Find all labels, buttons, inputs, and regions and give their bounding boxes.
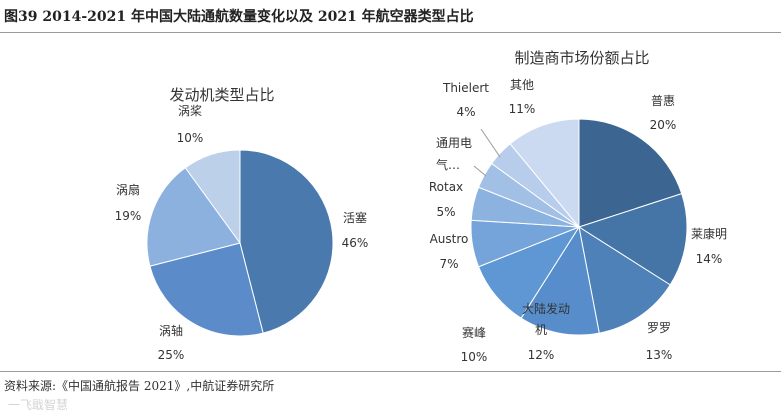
top-divider bbox=[0, 32, 781, 33]
engine-slice-slice-0 bbox=[239, 149, 334, 334]
value-piston: 46% bbox=[342, 236, 369, 250]
leader-line-0 bbox=[480, 128, 501, 158]
label-pw: 普惠 bbox=[651, 94, 675, 108]
label-rr: 罗罗 bbox=[647, 321, 671, 335]
engine-pie bbox=[146, 149, 334, 337]
maker-slice-slice-2 bbox=[578, 225, 671, 334]
engine-slice-slice-1 bbox=[149, 242, 264, 337]
figure-title: 图39 2014-2021 年中国大陆通航数量变化以及 2021 年航空器类型占… bbox=[4, 9, 474, 25]
value-lycoming: 14% bbox=[696, 252, 723, 266]
label-safran: 赛峰 bbox=[462, 325, 486, 340]
label-ge-line2: 气… bbox=[436, 157, 460, 172]
watermark: 一飞戢智慧 bbox=[8, 398, 69, 412]
value-other: 11% bbox=[509, 102, 536, 116]
bottom-divider bbox=[0, 371, 781, 372]
value-safran: 10% bbox=[461, 350, 488, 364]
label-thielert: Thielert bbox=[442, 81, 489, 95]
engine-slice-slice-3 bbox=[184, 149, 241, 245]
label-lycoming: 莱康明 bbox=[691, 226, 727, 241]
label-continental-line2: 机 bbox=[535, 323, 547, 337]
maker-pie bbox=[470, 118, 688, 336]
label-continental-line1: 大陆发动 bbox=[522, 301, 570, 316]
value-turbofan: 19% bbox=[115, 209, 142, 223]
label-austro: Austro bbox=[430, 232, 469, 246]
leader-line-1 bbox=[473, 165, 487, 177]
value-turboprop: 10% bbox=[177, 131, 204, 145]
label-other: 其他 bbox=[510, 78, 534, 92]
label-rotax: Rotax bbox=[429, 180, 463, 194]
label-turbofan: 涡扇 bbox=[116, 182, 140, 197]
maker-chart-title: 制造商市场份额占比 bbox=[514, 49, 649, 67]
value-pw: 20% bbox=[650, 118, 677, 132]
maker-slice-slice-9 bbox=[509, 118, 580, 229]
source-note: 资料来源:《中国通航报告 2021》,中航证券研究所 bbox=[4, 379, 275, 393]
label-turboshaft: 涡轴 bbox=[159, 323, 183, 338]
maker-slice-slice-0 bbox=[578, 118, 683, 228]
slice-labels: 活塞 46% 涡轴 25% 涡扇 19% 涡桨 10% 普惠 20% 莱康明 14% 罗罗 13% 大陆发动… bbox=[115, 78, 727, 364]
value-thielert: 4% bbox=[456, 105, 475, 119]
label-ge-line1: 通用电 bbox=[436, 136, 472, 150]
engine-slice-slice-2 bbox=[146, 167, 241, 267]
engine-chart-title: 发动机类型占比 bbox=[169, 86, 274, 104]
value-rr: 13% bbox=[646, 348, 673, 362]
value-rotax: 5% bbox=[436, 205, 455, 219]
value-austro: 7% bbox=[439, 257, 458, 271]
label-turboprop: 涡桨 bbox=[178, 104, 202, 118]
value-turboshaft: 25% bbox=[158, 348, 185, 362]
maker-slice-slice-3 bbox=[520, 225, 600, 336]
label-piston: 活塞 bbox=[343, 210, 367, 225]
maker-slice-slice-1 bbox=[577, 192, 688, 286]
value-continental: 12% bbox=[528, 348, 555, 362]
